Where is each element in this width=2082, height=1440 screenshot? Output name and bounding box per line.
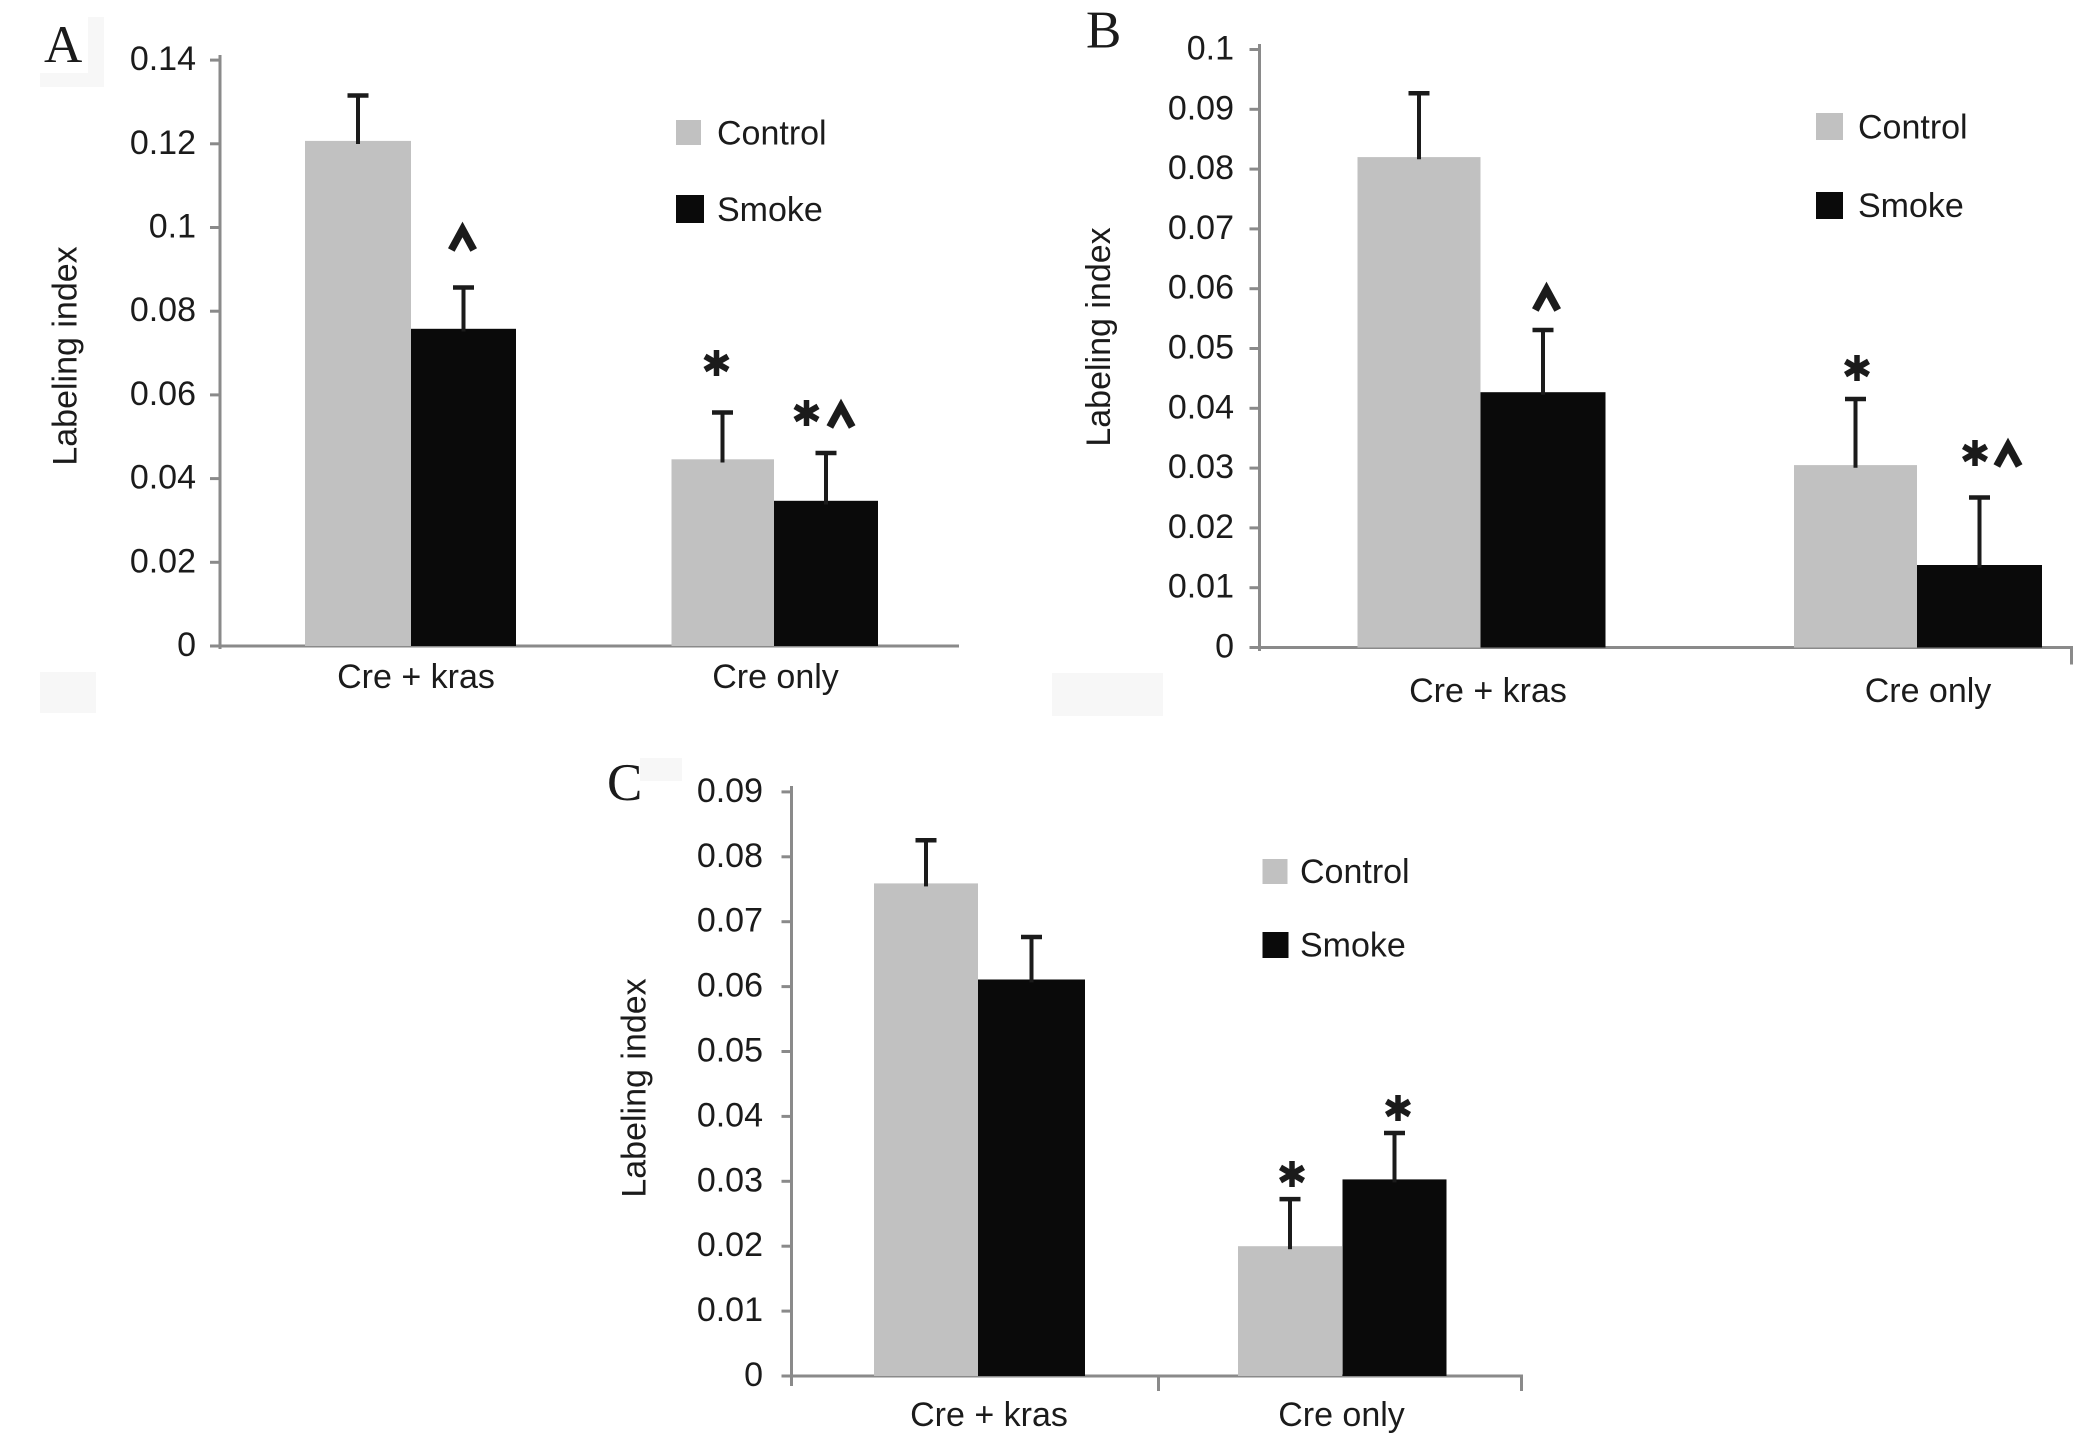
svg-text:0.07: 0.07 xyxy=(697,902,763,940)
svg-text:0.04: 0.04 xyxy=(697,1096,763,1134)
svg-text:0.04: 0.04 xyxy=(130,459,196,497)
svg-text:Cre only: Cre only xyxy=(1278,1396,1405,1434)
svg-text:0.06: 0.06 xyxy=(130,375,196,413)
svg-text:0.06: 0.06 xyxy=(697,967,763,1005)
svg-text:Control: Control xyxy=(1300,853,1410,891)
svg-text:C: C xyxy=(607,754,642,812)
svg-text:0: 0 xyxy=(744,1356,763,1394)
svg-text:Labeling index: Labeling index xyxy=(47,246,85,465)
svg-text:0.1: 0.1 xyxy=(149,208,196,246)
svg-text:0.02: 0.02 xyxy=(130,542,196,580)
svg-text:Cre only: Cre only xyxy=(1865,672,1992,710)
svg-text:0.1: 0.1 xyxy=(1187,30,1234,68)
svg-text:0: 0 xyxy=(177,626,196,664)
svg-text:0.06: 0.06 xyxy=(1168,269,1234,307)
svg-text:Cre only: Cre only xyxy=(712,658,839,696)
svg-text:0: 0 xyxy=(1215,628,1234,666)
svg-text:Cre + kras: Cre + kras xyxy=(337,658,495,696)
svg-text:Cre + kras: Cre + kras xyxy=(910,1396,1068,1434)
svg-text:Labeling index: Labeling index xyxy=(616,978,654,1197)
svg-text:B: B xyxy=(1086,2,1121,60)
svg-text:0.02: 0.02 xyxy=(697,1226,763,1264)
svg-text:Control: Control xyxy=(1858,109,1968,147)
svg-text:0.04: 0.04 xyxy=(1168,388,1234,426)
svg-text:0.01: 0.01 xyxy=(697,1291,763,1329)
svg-text:0.08: 0.08 xyxy=(130,291,196,329)
svg-text:Cre + kras: Cre + kras xyxy=(1409,672,1567,710)
svg-text:0.07: 0.07 xyxy=(1168,209,1234,247)
svg-text:0.03: 0.03 xyxy=(697,1161,763,1199)
svg-text:A: A xyxy=(44,16,82,74)
svg-text:0.09: 0.09 xyxy=(697,772,763,810)
svg-text:0.08: 0.08 xyxy=(697,837,763,875)
svg-text:Control: Control xyxy=(717,115,827,153)
svg-text:0.03: 0.03 xyxy=(1168,448,1234,486)
svg-text:0.01: 0.01 xyxy=(1168,568,1234,606)
svg-text:0.08: 0.08 xyxy=(1168,149,1234,187)
svg-text:Smoke: Smoke xyxy=(1300,927,1406,965)
svg-text:0.05: 0.05 xyxy=(1168,329,1234,367)
svg-text:0.02: 0.02 xyxy=(1168,508,1234,546)
svg-text:Labeling index: Labeling index xyxy=(1080,227,1118,446)
svg-text:0.14: 0.14 xyxy=(130,40,196,78)
svg-text:Smoke: Smoke xyxy=(717,191,823,229)
svg-text:Smoke: Smoke xyxy=(1858,187,1964,225)
svg-text:0.05: 0.05 xyxy=(697,1032,763,1070)
svg-text:0.09: 0.09 xyxy=(1168,89,1234,127)
svg-text:0.12: 0.12 xyxy=(130,124,196,162)
